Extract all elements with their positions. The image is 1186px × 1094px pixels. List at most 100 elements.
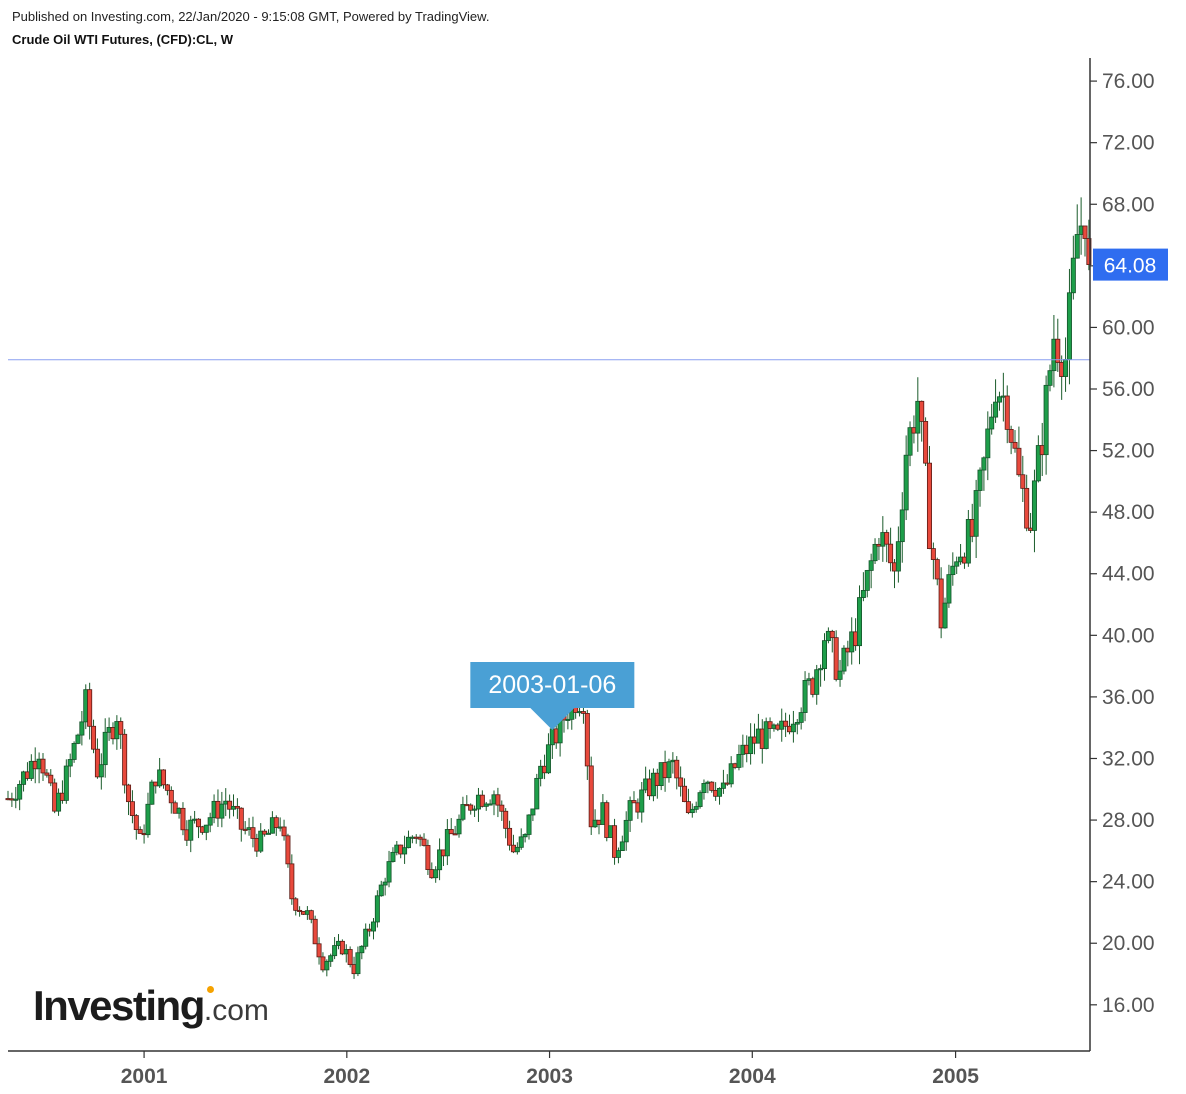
candle-up: [1035, 445, 1041, 482]
candle-down: [312, 918, 318, 945]
candle-down: [285, 835, 291, 865]
candle-down: [1008, 429, 1014, 443]
candle-down: [118, 721, 124, 735]
candle-down: [168, 789, 174, 804]
candle-down: [468, 804, 474, 811]
y-tick-label: 32.00: [1102, 747, 1155, 770]
candle-up: [965, 519, 971, 564]
candle-up: [736, 754, 742, 768]
candle-down: [926, 462, 932, 550]
candle-down: [479, 794, 485, 807]
candle-up: [895, 541, 901, 572]
candle-up: [720, 782, 726, 789]
candle-down: [448, 829, 454, 835]
candle-up: [821, 640, 827, 670]
candle-up: [363, 928, 369, 947]
published-note: Published on Investing.com, 22/Jan/2020 …: [12, 9, 490, 24]
candle-down: [1020, 474, 1026, 489]
candle-up: [701, 783, 707, 794]
candle-up: [841, 647, 847, 672]
candle-down: [425, 845, 431, 870]
candle-up: [615, 850, 621, 858]
y-axis: 16.00 20.00 24.00 28.00 32.00 36.00 40.00 44.00…: [1090, 70, 1155, 1017]
candle-up: [370, 921, 376, 932]
candle-down: [612, 825, 618, 858]
candle-up: [985, 428, 991, 459]
candle-up: [1047, 370, 1053, 386]
crosshair-date-tag: 2003-01-06: [470, 662, 635, 730]
candle-up: [460, 804, 466, 820]
candle-down: [129, 801, 135, 816]
x-axis: 2001 2002 2003 2004 2005: [121, 1051, 979, 1088]
y-tick-label: 72.00: [1102, 132, 1155, 155]
candle-down: [161, 769, 167, 786]
candle-up: [149, 781, 155, 805]
candle-down: [584, 713, 590, 767]
x-tick-label: 2002: [323, 1065, 370, 1088]
candle-up: [390, 851, 396, 862]
candle-up: [903, 454, 909, 511]
candle-up: [514, 846, 520, 853]
logo-brand: Investing: [33, 982, 205, 1029]
candle-up: [258, 830, 264, 852]
candle-down: [1082, 225, 1088, 239]
candle-up: [402, 847, 408, 855]
candle-down: [308, 910, 314, 920]
x-tick-label: 2003: [526, 1065, 573, 1088]
candle-down: [923, 421, 929, 464]
candle-down: [1016, 447, 1022, 476]
candle-down: [604, 802, 610, 838]
candle-down: [238, 807, 244, 830]
y-tick-label: 20.00: [1102, 932, 1155, 955]
last-price-tag: 64.08: [1093, 248, 1168, 281]
candle-down: [91, 725, 97, 750]
candle-down: [180, 807, 186, 831]
candle-up: [666, 761, 672, 779]
candle-up: [472, 808, 478, 811]
candle-up: [794, 721, 800, 725]
candle-down: [339, 940, 345, 955]
candle-up: [954, 561, 960, 567]
candle-up: [56, 792, 62, 812]
candle-up: [332, 945, 338, 957]
candle-up: [28, 760, 34, 779]
y-tick-label: 44.00: [1102, 563, 1155, 586]
candle-down: [48, 774, 54, 784]
y-tick-label: 24.00: [1102, 871, 1155, 894]
candles-layer: [5, 197, 1092, 979]
candle-up: [697, 792, 703, 807]
candle-up: [973, 490, 979, 537]
candle-down: [685, 801, 691, 814]
candle-up: [818, 668, 824, 671]
y-tick-label: 48.00: [1102, 501, 1155, 524]
candle-up: [1031, 480, 1037, 531]
x-tick-label: 2001: [121, 1065, 168, 1088]
candle-up: [67, 759, 73, 767]
candle-up: [526, 814, 532, 835]
candle-down: [682, 785, 688, 803]
candle-down: [1055, 338, 1061, 363]
candle-up: [75, 734, 81, 744]
candle-up: [907, 427, 913, 456]
candle-up: [790, 723, 796, 733]
y-tick-label: 16.00: [1102, 994, 1155, 1017]
candle-down: [250, 827, 256, 839]
logo-accent-dot: [207, 986, 214, 993]
candle-down: [164, 784, 170, 791]
candle-down: [122, 733, 128, 786]
candle-down: [297, 909, 303, 912]
y-tick-label: 52.00: [1102, 440, 1155, 463]
candle-up: [444, 829, 450, 857]
candle-up: [728, 763, 734, 785]
candle-up: [188, 819, 194, 841]
y-tick-label: 56.00: [1102, 378, 1155, 401]
candle-up: [219, 803, 225, 819]
candle-up: [689, 808, 695, 814]
candle-up: [71, 743, 77, 760]
candle-up: [545, 744, 551, 774]
candle-up: [856, 597, 862, 647]
candle-down: [44, 772, 50, 776]
candle-down: [417, 836, 423, 840]
candle-down: [196, 818, 202, 828]
